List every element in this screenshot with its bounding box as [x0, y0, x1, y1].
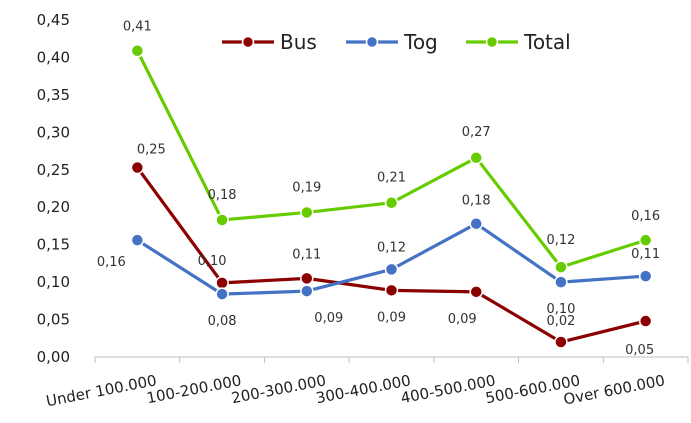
data-label: 0,10	[546, 302, 575, 317]
y-tick-label: 0,25	[37, 161, 70, 179]
legend-label: Tog	[403, 30, 438, 54]
data-point	[130, 160, 145, 175]
data-point	[638, 314, 653, 328]
data-label: 0,19	[292, 180, 321, 195]
data-label: 0,12	[377, 240, 406, 255]
data-label: 0,25	[137, 143, 166, 158]
data-point	[384, 262, 399, 277]
y-tick-label: 0,40	[37, 48, 70, 66]
data-label: 0,12	[546, 233, 575, 248]
data-label: 0,05	[625, 343, 654, 358]
y-tick-label: 0,00	[37, 348, 70, 366]
data-label: 0,11	[292, 247, 321, 262]
x-tick-label: 200-300.000	[230, 371, 328, 407]
data-point	[469, 216, 483, 231]
y-tick-label: 0,30	[37, 123, 70, 141]
data-label: 0,02	[546, 314, 575, 329]
y-tick-label: 0,35	[37, 86, 70, 104]
series-total: 0,41 0,18 0,19 0,21 0,27 0,12 0,16	[123, 20, 660, 274]
data-point	[300, 205, 314, 220]
data-point	[554, 260, 568, 274]
data-label: 0,10	[198, 254, 227, 269]
legend-label: Total	[523, 30, 571, 54]
data-label: 0,18	[208, 188, 237, 203]
data-label: 0,27	[462, 125, 491, 140]
y-tick-label: 0,10	[37, 273, 70, 291]
y-tick-label: 0,15	[37, 236, 70, 254]
data-point	[215, 213, 229, 227]
data-point	[300, 284, 314, 298]
data-label: 0,09	[314, 311, 343, 326]
series-bus: 0,25 0,10 0,11 0,09 0,09 0,02 0,05	[130, 143, 654, 358]
data-label: 0,16	[97, 255, 126, 270]
legend-marker	[365, 35, 379, 49]
data-point	[469, 285, 483, 299]
legend-item-total: Total	[466, 30, 571, 54]
y-tick-label: 0,05	[37, 311, 70, 329]
x-tick-label: 100-200.000	[145, 371, 243, 407]
legend-marker	[485, 35, 499, 49]
data-point	[130, 233, 145, 247]
series-tog: 0,16 0,08 0,09 0,12 0,18 0,10 0,11	[97, 194, 660, 329]
data-point	[638, 233, 653, 247]
legend-label: Bus	[280, 30, 317, 54]
data-point	[638, 269, 653, 283]
data-label: 0,09	[448, 312, 477, 327]
data-point	[130, 43, 145, 58]
data-label: 0,16	[631, 209, 660, 224]
series-layer: 0,25 0,10 0,11 0,09 0,09 0,02 0,05 0,16 0,08 0,09…	[97, 20, 660, 358]
data-label: 0,18	[462, 194, 491, 209]
data-label: 0,21	[377, 171, 406, 186]
y-tick-label: 0,45	[37, 11, 70, 29]
legend-item-tog: Tog	[346, 30, 438, 54]
data-label: 0,41	[123, 20, 152, 35]
data-label: 0,08	[208, 314, 237, 329]
y-axis: 0,00 0,05 0,10 0,15 0,20 0,25 0,30 0,35 0,40 0,45	[37, 11, 70, 366]
data-point	[469, 151, 483, 165]
data-point	[554, 275, 568, 289]
data-label: 0,11	[631, 247, 660, 262]
y-tick-label: 0,20	[37, 198, 70, 216]
data-point	[554, 335, 568, 349]
data-point	[215, 287, 229, 301]
legend-item-bus: Bus	[222, 30, 317, 54]
data-point	[215, 276, 229, 290]
x-tick-label: 300-400.000	[315, 371, 413, 407]
x-tick-label: 400-500.000	[399, 371, 497, 407]
x-axis: Under 100.000100-200.000200-300.000300-4…	[45, 356, 689, 410]
legend: Bus Tog Total	[222, 30, 571, 54]
data-point	[384, 283, 399, 298]
legend-marker	[241, 35, 255, 49]
data-point	[300, 271, 314, 286]
data-point	[384, 195, 399, 210]
data-label: 0,09	[377, 310, 406, 325]
x-tick-label: Under 100.000	[45, 371, 159, 410]
